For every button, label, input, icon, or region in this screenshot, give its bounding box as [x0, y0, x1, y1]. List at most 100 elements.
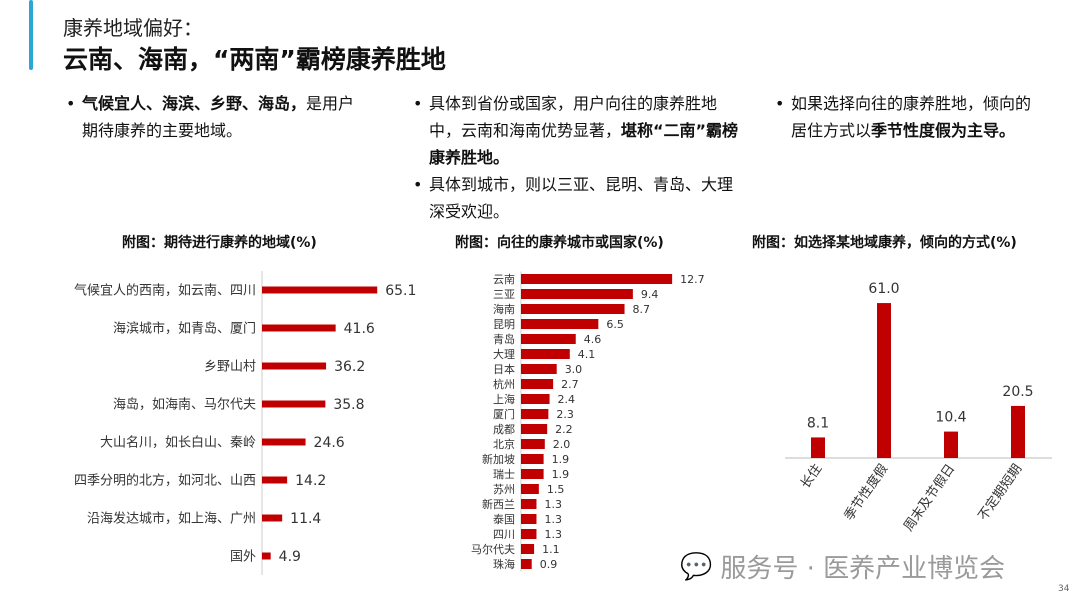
chart2-title: 附图：向往的康养城市或国家(%) — [455, 235, 664, 251]
bar — [262, 476, 288, 484]
data-label: 4.9 — [279, 549, 301, 565]
bullets-col2: 具体到省份或国家，用户向往的康养胜地中，云南和海南优势显著，堪称“二南”霸榜康养… — [413, 90, 743, 225]
data-label: 1.3 — [544, 498, 562, 511]
bar — [521, 439, 545, 449]
category-label: 日本 — [493, 362, 515, 376]
category-label: 厦门 — [493, 407, 515, 421]
data-label: 1.9 — [552, 453, 570, 466]
data-label: 11.4 — [290, 511, 321, 527]
category-label: 海岛，如海南、马尔代夫 — [113, 397, 256, 413]
data-label: 61.0 — [868, 281, 899, 297]
bar — [521, 424, 548, 434]
bar — [521, 319, 599, 329]
category-label: 云南 — [493, 273, 515, 286]
bar — [521, 334, 576, 344]
category-label: 珠海 — [493, 557, 515, 571]
bar — [944, 431, 958, 458]
bar — [811, 437, 825, 458]
data-label: 2.3 — [556, 408, 574, 421]
category-label: 四季分明的北方，如河北、山西 — [74, 473, 256, 489]
bar — [521, 304, 625, 314]
data-label: 8.7 — [633, 303, 651, 316]
bullet: 如果选择向往的康养胜地，倾向的居住方式以季节性度假为主导。 — [775, 90, 1045, 144]
bar — [521, 349, 570, 359]
category-label: 气候宜人的西南，如云南、四川 — [74, 283, 256, 299]
category-label: 乡野山村 — [204, 360, 256, 375]
data-label: 6.5 — [606, 318, 624, 331]
bar — [262, 514, 283, 522]
category-label: 大山名川，如长白山、秦岭 — [100, 435, 256, 451]
data-label: 1.5 — [547, 483, 565, 496]
bar — [521, 559, 532, 569]
data-label: 2.7 — [561, 378, 579, 391]
accent-bar — [29, 0, 33, 70]
bar — [262, 286, 378, 294]
chart1-title: 附图：期待进行康养的地域(%) — [122, 235, 317, 251]
data-label: 1.9 — [552, 468, 570, 481]
category-label: 国外 — [230, 550, 256, 565]
bar — [262, 362, 327, 370]
bar — [521, 394, 550, 404]
category-label: 大理 — [493, 347, 515, 361]
data-label: 1.3 — [544, 528, 562, 541]
page-subtitle: 康养地域偏好： — [63, 16, 203, 40]
category-label: 四川 — [493, 528, 515, 541]
bar — [521, 364, 557, 374]
wechat-icon: 💬 — [680, 551, 713, 582]
category-label: 周末及节假日 — [901, 462, 958, 535]
category-label: 上海 — [493, 392, 515, 406]
bar — [521, 544, 535, 554]
data-label: 14.2 — [295, 473, 326, 489]
data-label: 12.7 — [680, 273, 705, 286]
bar — [262, 324, 336, 332]
bar — [521, 469, 544, 479]
category-label: 海南 — [493, 302, 515, 316]
data-label: 1.1 — [542, 543, 560, 556]
chart3-title: 附图：如选择某地域康养，倾向的方式(%) — [752, 235, 1017, 251]
category-label: 青岛 — [493, 332, 515, 346]
bar — [877, 303, 891, 458]
bar — [521, 454, 544, 464]
category-label: 瑞士 — [493, 467, 515, 481]
bullet: 气候宜人、海滨、乡野、海岛，是用户期待康养的主要地域。 — [66, 90, 366, 144]
category-label: 新加坡 — [482, 452, 515, 466]
bar — [262, 552, 271, 560]
category-label: 三亚 — [493, 288, 515, 301]
category-label: 海滨城市，如青岛、厦门 — [113, 321, 256, 337]
bar — [521, 379, 554, 389]
data-label: 3.0 — [565, 363, 583, 376]
bar — [521, 499, 537, 509]
bar — [262, 400, 326, 408]
page-number: 34 — [1058, 584, 1070, 594]
bullets-col3: 如果选择向往的康养胜地，倾向的居住方式以季节性度假为主导。 — [775, 90, 1045, 144]
page-title: 云南、海南，“两南”霸榜康养胜地 — [63, 45, 446, 74]
bullets-col1: 气候宜人、海滨、乡野、海岛，是用户期待康养的主要地域。 — [66, 90, 366, 144]
bar — [521, 484, 539, 494]
bar — [521, 529, 537, 539]
data-label: 9.4 — [641, 288, 659, 301]
data-label: 20.5 — [1002, 384, 1033, 400]
category-label: 北京 — [493, 437, 515, 451]
watermark: 💬 服务号 · 医养产业博览会 — [680, 551, 1006, 585]
bullet: 具体到城市，则以三亚、昆明、青岛、大理深受欢迎。 — [413, 171, 743, 225]
data-label: 41.6 — [344, 321, 375, 337]
category-label: 季节性度假 — [841, 461, 891, 523]
category-label: 杭州 — [493, 377, 515, 391]
category-label: 昆明 — [493, 318, 515, 331]
data-label: 2.4 — [558, 393, 576, 406]
data-label: 35.8 — [333, 397, 364, 413]
data-label: 65.1 — [385, 283, 416, 299]
category-label: 苏州 — [493, 483, 515, 496]
data-label: 4.6 — [584, 333, 602, 346]
bar — [262, 438, 306, 446]
bar — [521, 514, 537, 524]
data-label: 2.2 — [555, 423, 573, 436]
category-label: 沿海发达城市，如上海、广州 — [87, 511, 256, 527]
data-label: 8.1 — [807, 415, 829, 431]
bar — [1011, 405, 1025, 458]
category-label: 泰国 — [493, 512, 515, 526]
category-label: 成都 — [493, 423, 515, 436]
category-label: 新西兰 — [482, 497, 515, 511]
data-label: 4.1 — [578, 348, 596, 361]
